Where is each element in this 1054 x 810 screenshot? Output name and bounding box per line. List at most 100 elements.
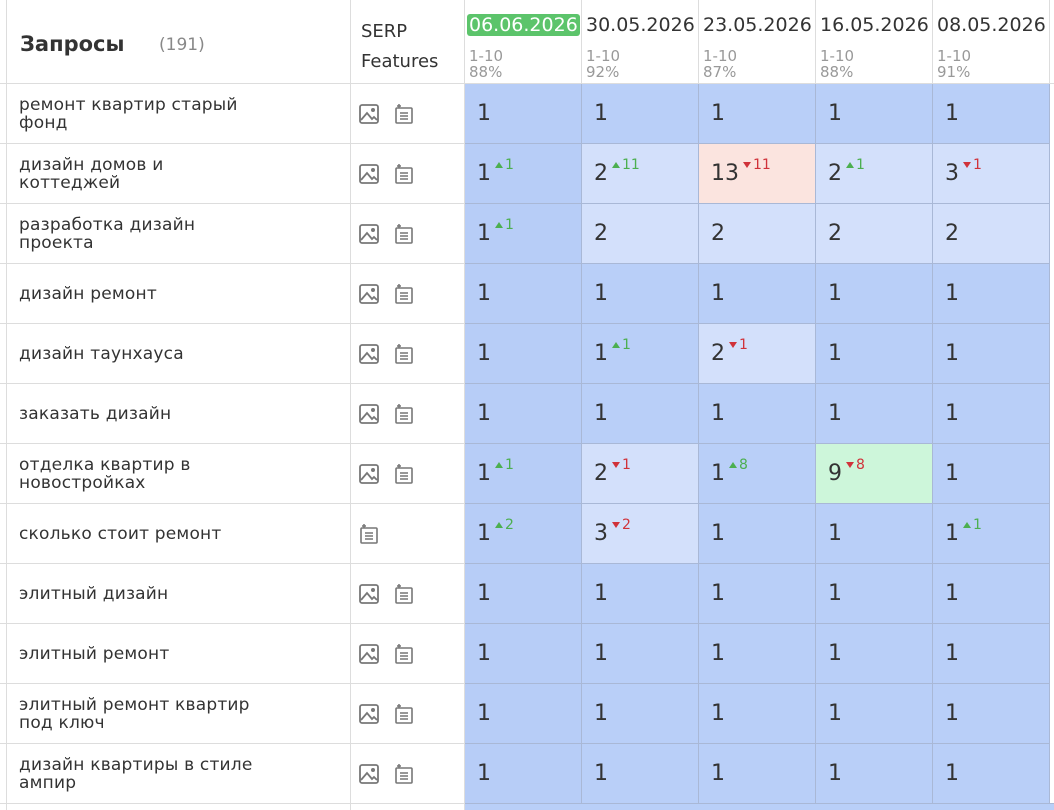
position-cell: 1 (933, 444, 1050, 504)
position-change: 1 (846, 157, 865, 173)
serp-features (358, 223, 415, 245)
position-change: 11 (743, 157, 771, 173)
trend-arrow (963, 161, 971, 168)
query-text: элитный ремонт (19, 644, 170, 664)
position-cell: 1 (933, 324, 1050, 384)
position-cell: 1 (465, 744, 582, 804)
date: 30.05.2026 (586, 14, 695, 36)
position: 1 (711, 401, 725, 426)
serp-icon-doc (393, 763, 415, 785)
column-border (932, 0, 933, 84)
serp-icon-doc (393, 283, 415, 305)
range: 1-10 (586, 47, 621, 65)
position-cell: 1 (699, 624, 816, 684)
query-text: разработка дизайн проекта (19, 215, 196, 253)
serp-features (358, 763, 415, 785)
row-border (465, 803, 1054, 810)
position: 1 (945, 341, 959, 366)
position-change: 1 (495, 157, 514, 173)
position: 1 (477, 401, 491, 426)
change-value: 2 (505, 516, 514, 533)
position-cell: 1 (465, 264, 582, 324)
position-cell: 1 (582, 744, 699, 804)
query-text: дизайн квартиры в стиле ампир (19, 755, 253, 793)
position-cell: 1 (582, 624, 699, 684)
position: 1 (477, 281, 491, 306)
left-border (6, 0, 7, 810)
trend-arrow (495, 221, 503, 228)
serp-icon-image (358, 343, 380, 365)
position-cell: 2 (933, 204, 1050, 264)
query: элитный ремонт (19, 624, 269, 684)
serp-icon-doc (393, 343, 415, 365)
position: 1 (477, 641, 491, 666)
position: 3 (945, 161, 959, 186)
position: 1 (477, 761, 491, 786)
position: 1 (594, 581, 608, 606)
serp-features (358, 163, 415, 185)
position-cell: 1 (699, 264, 816, 324)
position: 1 (594, 281, 608, 306)
serp-icon-image (358, 163, 380, 185)
position: 1 (945, 761, 959, 786)
date: 23.05.2026 (703, 14, 812, 36)
position: 1 (711, 521, 725, 546)
position: 2 (594, 161, 608, 186)
query: элитный дизайн (19, 564, 269, 624)
position-cell: 1 (699, 384, 816, 444)
query-text: ремонт квартир старый фонд (19, 95, 238, 133)
query-text: дизайн таунхауса (19, 344, 184, 364)
position: 1 (711, 461, 725, 486)
position: 1 (945, 701, 959, 726)
date: 16.05.2026 (820, 14, 929, 36)
serp-icon-image (358, 103, 380, 125)
serp-icon-doc (393, 583, 415, 605)
serp-features (358, 583, 415, 605)
position-cell: 2 (699, 204, 816, 264)
position-change: 11 (612, 157, 640, 173)
position: 3 (594, 521, 608, 546)
position-change: 1 (963, 157, 982, 173)
position-cell: 1 (582, 84, 699, 144)
serp-icon-image (358, 643, 380, 665)
serp-features (358, 463, 415, 485)
change-value: 1 (973, 156, 982, 173)
position-cell: 1 (933, 624, 1050, 684)
position: 1 (594, 761, 608, 786)
row-border (0, 263, 465, 264)
column-border (581, 0, 582, 84)
position-cell: 1 (582, 684, 699, 744)
row-border (0, 803, 465, 804)
position: 2 (711, 341, 725, 366)
position: 1 (945, 281, 959, 306)
serp-features (358, 103, 415, 125)
position-cell: 1 (465, 624, 582, 684)
trend-arrow (729, 341, 737, 348)
position-cell: 1 (816, 84, 933, 144)
serp-features (358, 403, 415, 425)
change-value: 1 (739, 336, 748, 353)
serp-icon-doc (393, 403, 415, 425)
position: 1 (594, 641, 608, 666)
position: 1 (594, 341, 608, 366)
position-cell: 1 (582, 264, 699, 324)
position: 1 (477, 521, 491, 546)
position: 1 (477, 161, 491, 186)
serp-icon-doc (393, 643, 415, 665)
position-cell: 1 (933, 744, 1050, 804)
position: 1 (945, 401, 959, 426)
position-change: 2 (495, 517, 514, 533)
position-cell: 1 (816, 684, 933, 744)
header-border (0, 83, 1054, 84)
query-text: элитный дизайн (19, 584, 169, 604)
position: 1 (828, 581, 842, 606)
change-value: 8 (856, 456, 865, 473)
position-cell: 1 (582, 384, 699, 444)
trend-arrow (963, 521, 971, 528)
